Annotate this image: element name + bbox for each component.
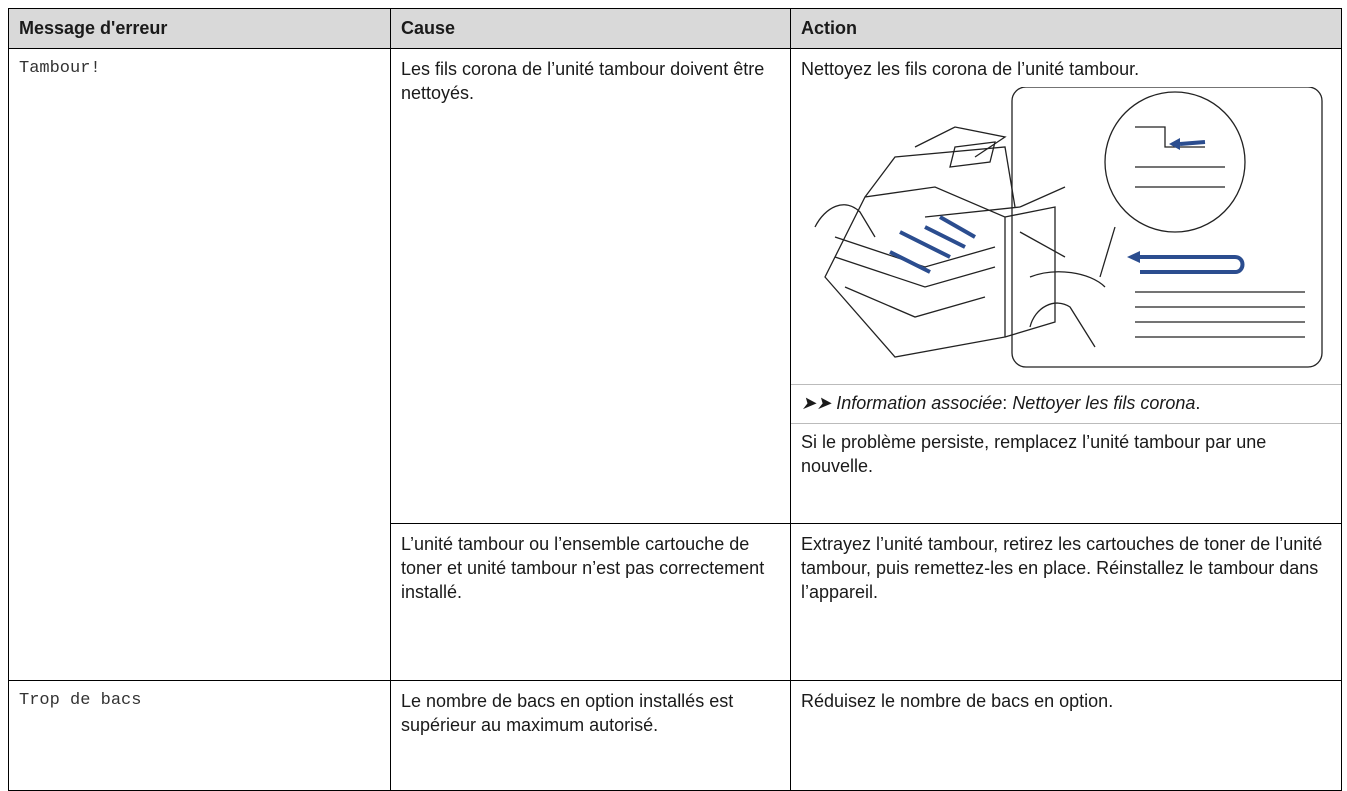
- related-label: Information associée: [836, 393, 1003, 413]
- action-cell: Réduisez le nombre de bacs en option.: [790, 680, 1342, 791]
- row: Trop de bacs Le nombre de bacs en option…: [8, 680, 1342, 791]
- related-link[interactable]: Nettoyer les fils corona: [1012, 393, 1196, 413]
- page: Tableau des messages d'erreur {"table": …: [8, 8, 1342, 791]
- body: Message d'erreur Cause Action Tambour! L…: [8, 8, 1342, 791]
- arrow-icon: ➤➤: [801, 393, 832, 413]
- header-cell: Message d'erreur: [8, 8, 391, 49]
- cause-cell: Le nombre de bacs en option installés es…: [390, 680, 791, 791]
- row: L’unité tambour ou l’ensemble cartouche …: [9, 523, 1342, 681]
- action-cell: Nettoyez les fils corona de l’unité tamb…: [790, 48, 1342, 524]
- message-cell: Tambour!: [8, 48, 391, 681]
- action-cell: Extrayez l’unité tambour, retirez les ca…: [790, 523, 1342, 681]
- illustration: [814, 87, 1323, 368]
- header-row: Message d'erreur Cause Action: [8, 8, 1342, 49]
- cause-cell: Les fils corona de l’unité tambour doive…: [390, 48, 791, 524]
- row: Tambour! Les fils corona de l’unité tamb…: [8, 48, 1342, 681]
- related-info: ➤➤ Information associée: Nettoyer les fi…: [791, 384, 1341, 415]
- error-table: Message d'erreur Cause Action Tambour! L…: [8, 8, 1342, 791]
- related-end: .: [1195, 393, 1201, 413]
- action-note: Si le problème persiste, remplacez l’uni…: [791, 423, 1341, 478]
- header-cell: Action: [790, 8, 1342, 49]
- related-separator: :: [1002, 393, 1008, 413]
- message-cell: Trop de bacs: [8, 680, 391, 791]
- header-cell: Cause: [390, 8, 791, 49]
- action-text: Nettoyez les fils corona de l’unité tamb…: [801, 59, 1140, 79]
- cause-cell: L’unité tambour ou l’ensemble cartouche …: [390, 523, 791, 681]
